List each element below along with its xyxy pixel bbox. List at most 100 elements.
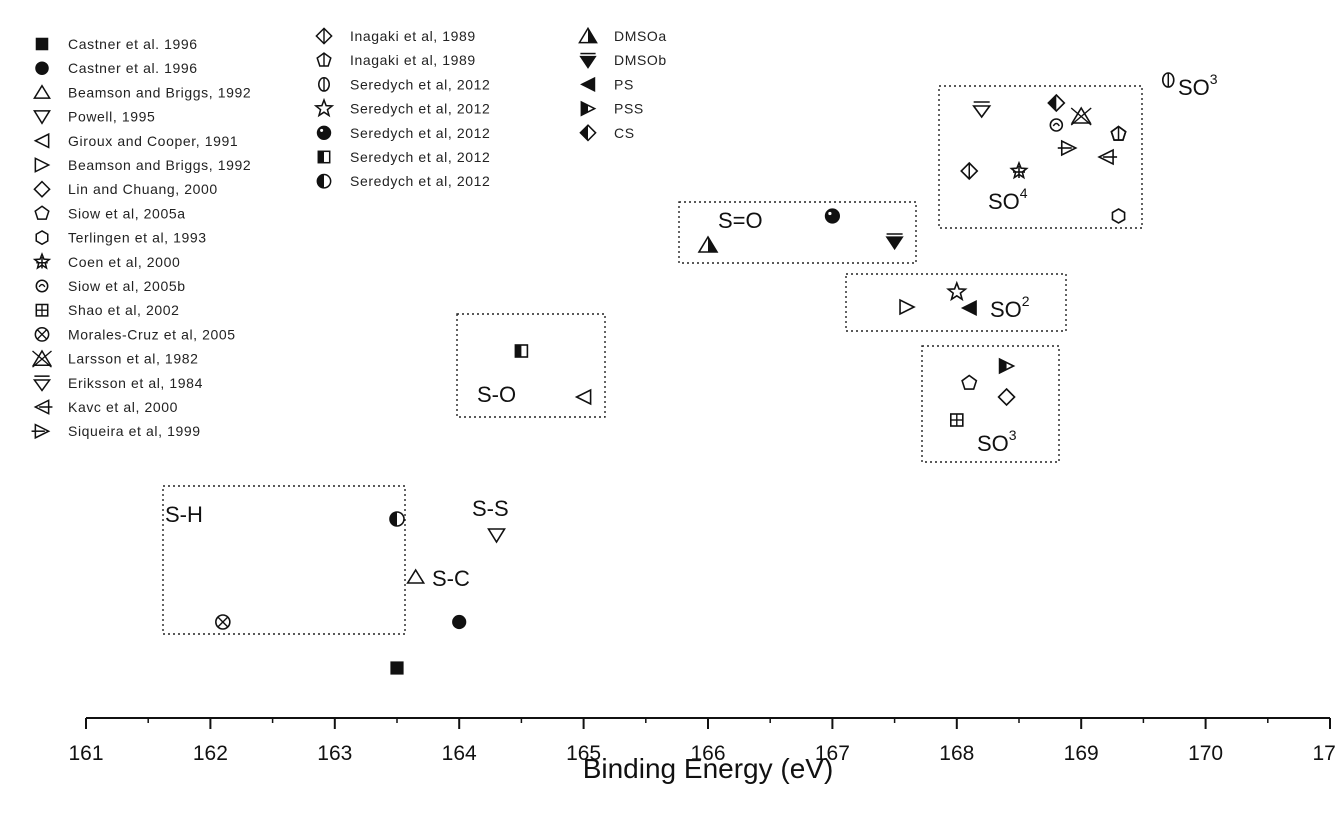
point-diamond-half bbox=[1047, 93, 1066, 113]
legend-label: Larsson et al, 1982 bbox=[68, 351, 198, 367]
legend-label: DMSOb bbox=[614, 52, 667, 68]
legend-item: Castner et al. 1996 bbox=[35, 36, 198, 52]
point-hexagon bbox=[1111, 208, 1126, 224]
legend-marker-triangle-right-half bbox=[580, 100, 597, 117]
legend-marker-circle-x bbox=[34, 326, 50, 342]
legend-label: Siow et al, 2005b bbox=[68, 278, 186, 294]
point-square-plus bbox=[949, 413, 964, 427]
legend-label: Powell, 1995 bbox=[68, 109, 155, 125]
region-boxes: S-H S-O S=O SO2 SO3 SO4 S-S S-C SO3 bbox=[162, 71, 1218, 635]
point-triangle-right-bar bbox=[1057, 139, 1078, 157]
point-triangle-left-bar bbox=[1097, 148, 1118, 166]
legend-marker-triangle-half bbox=[578, 26, 598, 44]
legend-marker-triangle-right bbox=[34, 157, 51, 173]
legend-label: Terlingen et al, 1993 bbox=[68, 230, 207, 246]
region-box bbox=[921, 345, 1060, 463]
region-label: S-S bbox=[472, 496, 509, 521]
legend-item: PS bbox=[580, 76, 634, 92]
legend-label: Seredych et al, 2012 bbox=[350, 173, 490, 189]
point-triangle-right-half bbox=[998, 357, 1016, 375]
legend-label: Castner et al. 1996 bbox=[68, 36, 198, 52]
legend-label: Coen et al, 2000 bbox=[68, 254, 180, 270]
x-tick-label: 162 bbox=[193, 742, 228, 765]
legend-marker-diamond bbox=[33, 180, 51, 198]
legend-label: Seredych et al, 2012 bbox=[350, 101, 490, 117]
legend-marker-circle-half bbox=[316, 173, 332, 189]
legend-marker-sphere bbox=[316, 125, 332, 141]
point-triangle-down-bar bbox=[972, 101, 992, 119]
legend-item: Castner et al. 1996 bbox=[35, 60, 198, 76]
x-tick-label: 168 bbox=[939, 742, 974, 765]
legend-marker-triangle-down-filled bbox=[579, 52, 597, 69]
point-circle-half bbox=[389, 511, 405, 527]
legend-label: Inagaki et al, 1989 bbox=[350, 28, 476, 44]
legend-label: Kavc et al, 2000 bbox=[68, 399, 178, 415]
legend-item: Morales-Cruz et al, 2005 bbox=[34, 326, 236, 342]
legend-label: Eriksson et al, 1984 bbox=[68, 375, 203, 391]
region-label: S=O bbox=[718, 208, 763, 233]
legend-marker-circle-filled bbox=[35, 61, 49, 75]
legend-item: Giroux and Cooper, 1991 bbox=[33, 132, 238, 149]
legend-marker-triangle-down bbox=[33, 110, 51, 125]
legend-marker-triangle-x bbox=[32, 349, 52, 368]
legend-item: Beamson and Briggs, 1992 bbox=[34, 157, 251, 173]
legend-item: Siow et al, 2005b bbox=[35, 278, 186, 294]
legend-item: Seredych et al, 2012 bbox=[317, 149, 490, 165]
region-label: S-O bbox=[477, 382, 516, 407]
point-triangle-down-filled bbox=[885, 233, 904, 251]
region-box bbox=[162, 485, 406, 635]
legend-label: Morales-Cruz et al, 2005 bbox=[68, 326, 236, 342]
legend-label: Lin and Chuang, 2000 bbox=[68, 181, 218, 197]
legend-marker-pentagon-bar bbox=[316, 52, 332, 67]
legend-label: Castner et al. 1996 bbox=[68, 60, 198, 76]
region-label: SO3 bbox=[1178, 71, 1218, 100]
x-tick-label: 167 bbox=[815, 742, 850, 765]
x-tick-label: 171 bbox=[1312, 742, 1335, 765]
legend-label: Giroux and Cooper, 1991 bbox=[68, 133, 238, 149]
legend-item: DMSOb bbox=[579, 52, 667, 69]
legend-marker-pentagon bbox=[34, 205, 50, 220]
legend-marker-triangle-left bbox=[33, 132, 50, 149]
point-triangle-x bbox=[1070, 106, 1092, 126]
legend-marker-triangle-left-filled bbox=[580, 76, 596, 92]
point-triangle-left bbox=[574, 388, 592, 406]
region-label: S-C bbox=[432, 566, 470, 591]
region-box bbox=[845, 273, 1067, 332]
point-circle-bar bbox=[1161, 72, 1175, 88]
x-tick-label: 164 bbox=[442, 742, 477, 765]
point-pentagon bbox=[961, 374, 978, 390]
point-star-cross bbox=[1009, 160, 1029, 180]
legend-item: Seredych et al, 2012 bbox=[313, 97, 490, 118]
point-square-half bbox=[514, 344, 529, 358]
point-sphere bbox=[824, 208, 841, 224]
legend-label: Siow et al, 2005a bbox=[68, 205, 186, 221]
legend-item: Seredych et al, 2012 bbox=[316, 125, 490, 141]
legend: Castner et al. 1996 Castner et al. 1996 Be… bbox=[31, 26, 667, 439]
legend-label: Inagaki et al, 1989 bbox=[350, 52, 476, 68]
legend-item: Powell, 1995 bbox=[33, 109, 155, 125]
legend-marker-square-half bbox=[317, 150, 331, 164]
legend-label: Siqueira et al, 1999 bbox=[68, 423, 201, 439]
x-tick-label: 163 bbox=[317, 742, 352, 765]
region-label: SO4 bbox=[988, 185, 1028, 214]
legend-label: Seredych et al, 2012 bbox=[350, 76, 490, 92]
legend-marker-star-cross bbox=[32, 252, 52, 270]
legend-item: Lin and Chuang, 2000 bbox=[33, 180, 218, 198]
legend-marker-hexagon bbox=[35, 230, 49, 246]
legend-item: Larsson et al, 1982 bbox=[32, 349, 198, 368]
legend-label: Seredych et al, 2012 bbox=[350, 125, 490, 141]
x-axis-label: Binding Energy (eV) bbox=[583, 753, 834, 784]
legend-label: PS bbox=[614, 76, 634, 92]
legend-label: Shao et al, 2002 bbox=[68, 302, 180, 318]
legend-item: Kavc et al, 2000 bbox=[33, 399, 178, 415]
legend-item: Beamson and Briggs, 1992 bbox=[33, 84, 251, 100]
region-label: SO2 bbox=[990, 293, 1030, 322]
region-box bbox=[938, 85, 1143, 229]
point-circle-x bbox=[215, 614, 231, 630]
legend-item: Seredych et al, 2012 bbox=[316, 173, 490, 189]
legend-marker-square-filled bbox=[35, 37, 49, 51]
legend-label: Beamson and Briggs, 1992 bbox=[68, 157, 251, 173]
point-diamond bbox=[997, 387, 1016, 407]
legend-item: Siqueira et al, 1999 bbox=[31, 423, 201, 439]
